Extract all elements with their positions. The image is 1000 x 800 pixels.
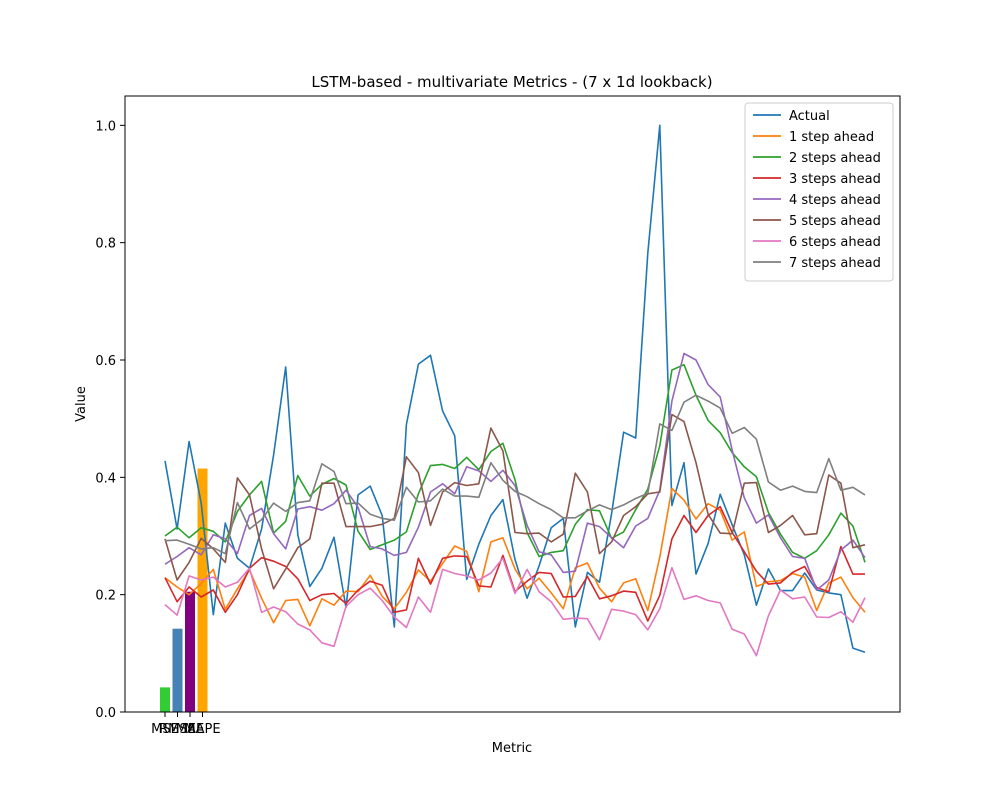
x-tick-label: MAE [176, 722, 204, 737]
series-line-1 [164, 487, 866, 627]
legend-label: 3 steps ahead [789, 172, 881, 187]
legend-label: 4 steps ahead [789, 193, 881, 208]
y-tick-label: 0.8 [95, 237, 116, 252]
bar-mse [160, 687, 170, 712]
legend-label: 2 steps ahead [789, 151, 881, 166]
legend-label: 6 steps ahead [789, 235, 881, 250]
series-line-2 [164, 363, 866, 563]
y-tick-label: 0.2 [95, 589, 116, 604]
series-line-6 [164, 557, 866, 657]
plot-frame [124, 95, 901, 713]
y-tick-label: 1.0 [95, 119, 116, 134]
bar-rmse [172, 628, 183, 712]
legend-label: 5 steps ahead [789, 214, 881, 229]
series-line-7 [164, 394, 866, 555]
y-tick-label: 0.4 [95, 471, 116, 486]
bar-mape [197, 468, 208, 712]
legend-box [744, 102, 894, 282]
x-axis-label: Metric [492, 741, 532, 756]
y-axis-ticks: 0.0 0.2 0.4 0.6 0.8 1.0 [95, 119, 125, 721]
y-tick-label: 0.6 [95, 354, 116, 369]
bars-layer [160, 468, 208, 712]
x-tick-label: MSE [151, 722, 179, 737]
lines-layer [164, 124, 866, 657]
x-tick-label: MAPE [184, 722, 220, 737]
y-tick-label: 0.0 [95, 706, 116, 721]
series-line-5 [164, 413, 866, 590]
y-axis-label: Value [74, 386, 89, 422]
series-line-0 [164, 124, 866, 653]
series-line-4 [164, 352, 866, 591]
legend-label: Actual [789, 109, 830, 124]
legend: Actual 1 step ahead 2 steps ahead 3 steps a… [744, 102, 894, 282]
legend-label: 1 step ahead [789, 130, 874, 145]
chart-title: LSTM-based - multivariate Metrics - (7 x… [311, 73, 712, 91]
bar-mae [185, 591, 195, 712]
x-tick-label: RMSE [159, 722, 196, 737]
legend-label: 7 steps ahead [789, 256, 881, 271]
